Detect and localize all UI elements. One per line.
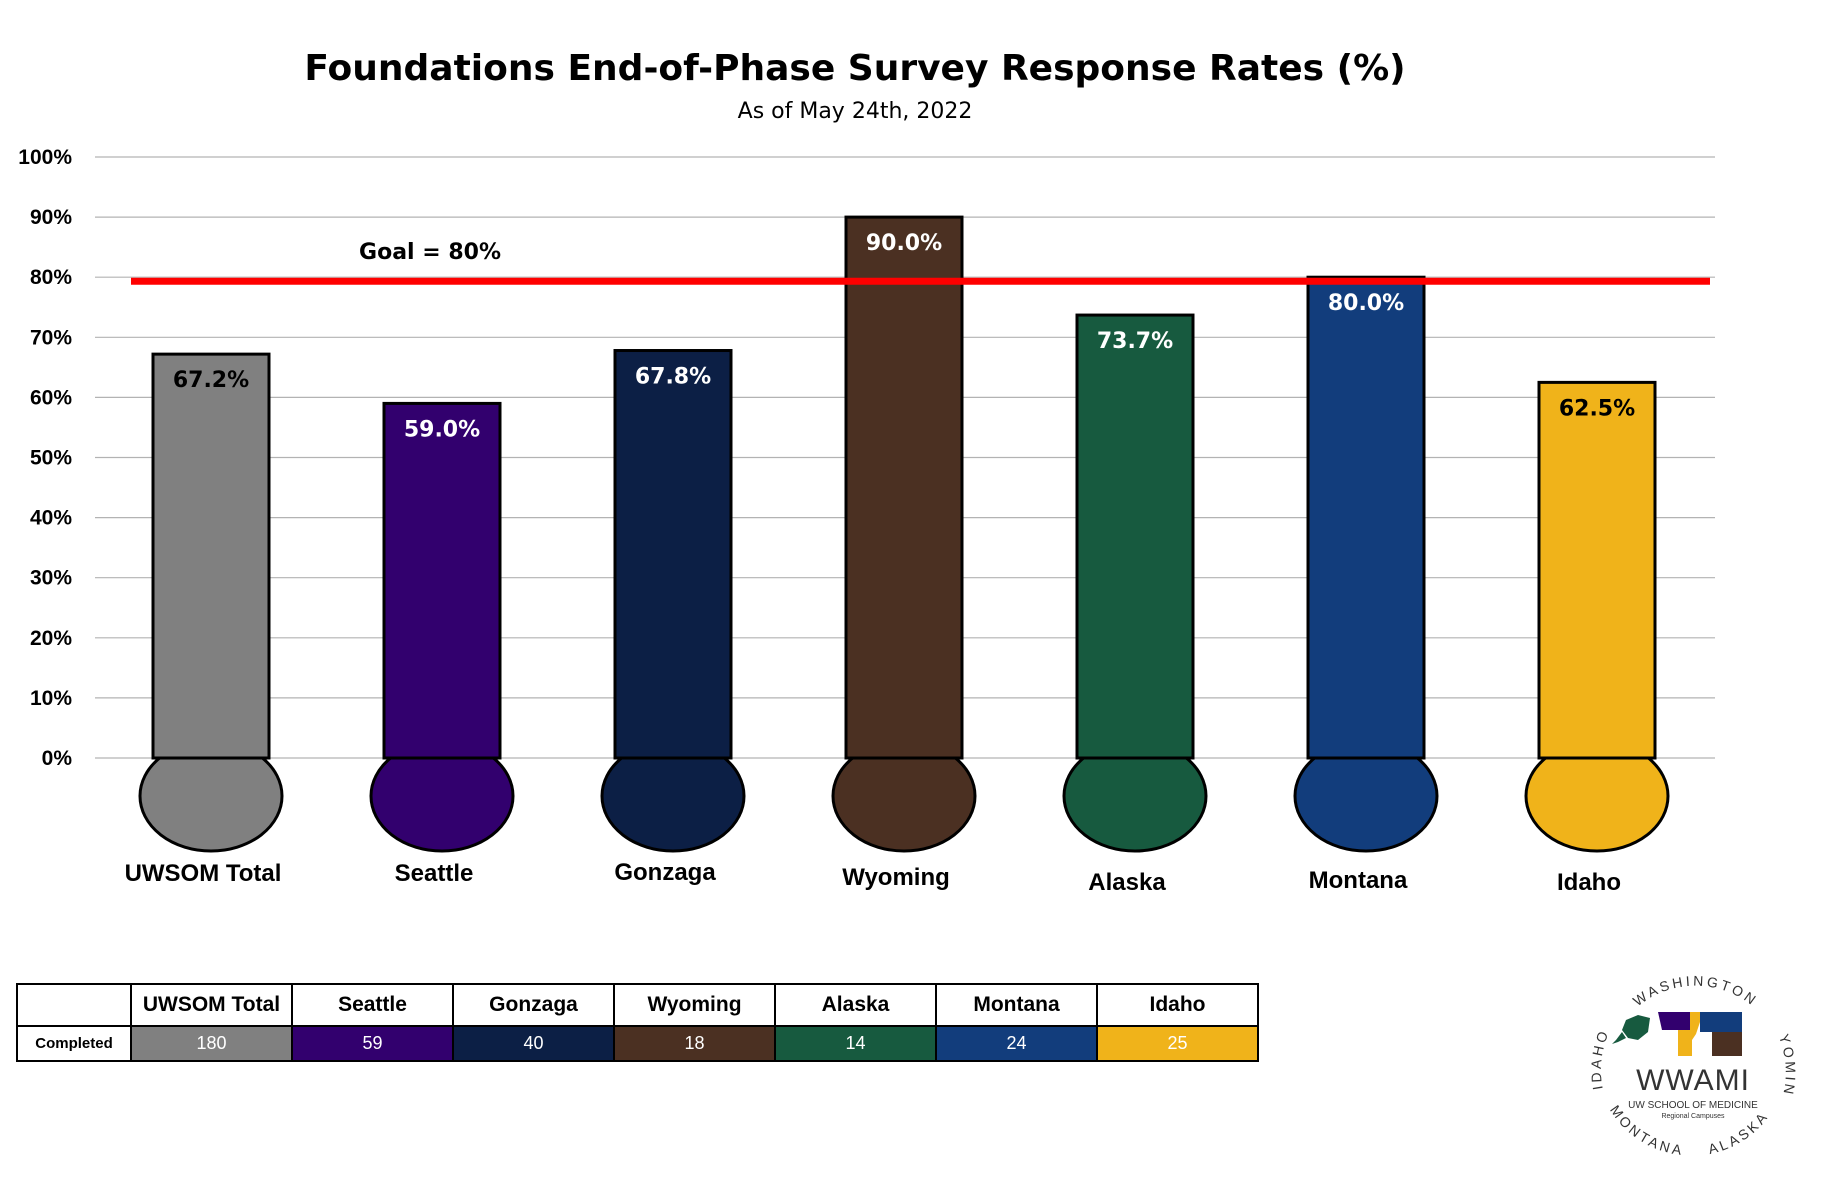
- value-label: 80.0%: [1328, 291, 1404, 316]
- chart-title: Foundations End-of-Phase Survey Response…: [304, 48, 1405, 89]
- category-label: Alaska: [1088, 869, 1166, 896]
- logo-wordmark: WWAMI: [1636, 1064, 1750, 1097]
- category-label: Gonzaga: [614, 859, 716, 886]
- bar: [151, 352, 271, 760]
- completed-table: UWSOM Total Seattle Gonzaga Wyoming Alas…: [16, 983, 1259, 1062]
- logo-subtitle: UW SCHOOL OF MEDICINE: [1628, 1100, 1758, 1111]
- category-label: Idaho: [1557, 869, 1621, 896]
- bar: [844, 215, 964, 760]
- bars: [138, 215, 1670, 853]
- table-corner: [16, 983, 132, 1027]
- goal-label: Goal = 80%: [359, 240, 501, 265]
- category-label: Wyoming: [842, 864, 950, 891]
- table-cell: 18: [613, 1025, 776, 1062]
- y-tick-label: 80%: [30, 266, 72, 289]
- y-tick-label: 20%: [30, 627, 72, 650]
- value-label: 90.0%: [866, 231, 942, 256]
- chart-subtitle: As of May 24th, 2022: [738, 99, 973, 124]
- table-cell: 40: [452, 1025, 615, 1062]
- table-row: Completed 180 59 40 18 14 24 25: [16, 1025, 1259, 1062]
- y-tick-label: 10%: [30, 687, 72, 710]
- wwami-map-icon: [1612, 1012, 1742, 1056]
- value-label: 67.2%: [173, 368, 249, 393]
- value-labels: 67.2% 59.0% 67.8% 90.0% 73.7% 80.0% 62.5%: [173, 231, 1635, 442]
- bar: [613, 349, 733, 760]
- table-header-row: UWSOM Total Seattle Gonzaga Wyoming Alas…: [16, 983, 1259, 1027]
- bar: [1306, 275, 1426, 760]
- table-header: Alaska: [774, 983, 937, 1027]
- bar: [1537, 380, 1657, 760]
- table-header: Idaho: [1096, 983, 1259, 1027]
- bar: [1075, 313, 1195, 760]
- value-label: 73.7%: [1097, 329, 1173, 354]
- category-label: UWSOM Total: [125, 860, 282, 887]
- table-header: Seattle: [291, 983, 454, 1027]
- goal-line-group: Goal = 80%: [131, 240, 1710, 285]
- table-row-label: Completed: [16, 1025, 132, 1062]
- bar: [382, 401, 502, 760]
- y-tick-label: 30%: [30, 567, 72, 590]
- y-tick-label: 50%: [30, 447, 72, 470]
- table-cell: 14: [774, 1025, 937, 1062]
- value-label: 62.5%: [1559, 396, 1635, 421]
- wwami-logo: WASHINGTON WYOMING IDAHO MONTANA ALASKA …: [1578, 960, 1796, 1158]
- category-label: Montana: [1309, 867, 1408, 894]
- table-header: UWSOM Total: [130, 983, 293, 1027]
- logo-ring-top: WASHINGTON: [1630, 973, 1761, 1010]
- value-label: 59.0%: [404, 417, 480, 442]
- table-cell: 59: [291, 1025, 454, 1062]
- table-header: Montana: [935, 983, 1098, 1027]
- y-tick-label: 100%: [18, 146, 72, 169]
- y-axis-ticks: 0% 10% 20% 30% 40% 50% 60% 70% 80% 90% 100%: [18, 146, 72, 770]
- y-tick-label: 60%: [30, 386, 72, 409]
- y-tick-label: 0%: [42, 747, 73, 770]
- category-labels: UWSOM Total Seattle Gonzaga Wyoming Alaska Mo…: [125, 859, 1621, 896]
- table-cell: 25: [1096, 1025, 1259, 1062]
- table-cell: 180: [130, 1025, 293, 1062]
- table-cell: 24: [935, 1025, 1098, 1062]
- y-tick-label: 90%: [30, 206, 72, 229]
- table-header: Gonzaga: [452, 983, 615, 1027]
- logo-subtitle-2: Regional Campuses: [1661, 1113, 1725, 1120]
- category-label: Seattle: [395, 860, 474, 887]
- y-tick-label: 40%: [30, 507, 72, 530]
- value-label: 67.8%: [635, 365, 711, 390]
- y-tick-label: 70%: [30, 326, 72, 349]
- table-header: Wyoming: [613, 983, 776, 1027]
- logo-ring-left: IDAHO: [1588, 1026, 1612, 1091]
- bar-chart: Foundations End-of-Phase Survey Response…: [18, 48, 1715, 896]
